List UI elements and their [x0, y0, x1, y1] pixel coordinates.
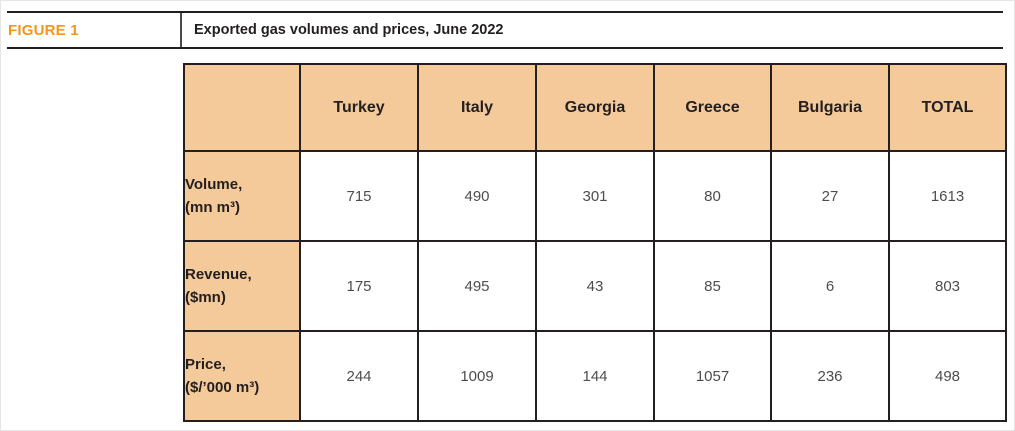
- row-label-revenue: Revenue, ($mn): [183, 240, 301, 332]
- cell-revenue-total: 803: [888, 240, 1007, 332]
- cell-price-turkey: 244: [299, 330, 419, 422]
- row-label-line2: (mn m³): [185, 199, 240, 216]
- column-header-bulgaria: Bulgaria: [770, 63, 890, 152]
- column-header-turkey: Turkey: [299, 63, 419, 152]
- row-label-line1: Price,: [185, 356, 226, 373]
- column-header-total: TOTAL: [888, 63, 1007, 152]
- row-label-line1: Revenue,: [185, 266, 252, 283]
- column-header-greece: Greece: [653, 63, 772, 152]
- cell-volume-bulgaria: 27: [770, 150, 890, 242]
- row-label-price: Price, ($/’000 m³): [183, 330, 301, 422]
- column-header-italy: Italy: [417, 63, 537, 152]
- figure-label-cell: FIGURE 1: [7, 13, 180, 47]
- corner-cell: [183, 63, 301, 152]
- column-header-georgia: Georgia: [535, 63, 655, 152]
- cell-price-greece: 1057: [653, 330, 772, 422]
- cell-revenue-italy: 495: [417, 240, 537, 332]
- data-table: Turkey Italy Georgia Greece Bulgaria TOT…: [183, 63, 1007, 422]
- table-row-price: Price, ($/’000 m³) 244 1009 144 1057 236…: [183, 330, 1007, 422]
- cell-volume-italy: 490: [417, 150, 537, 242]
- row-label-line2: ($/’000 m³): [185, 379, 260, 396]
- cell-revenue-turkey: 175: [299, 240, 419, 332]
- figure-title: Exported gas volumes and prices, June 20…: [194, 22, 504, 38]
- cell-revenue-bulgaria: 6: [770, 240, 890, 332]
- figure-title-cell: Exported gas volumes and prices, June 20…: [182, 13, 1003, 47]
- table-row-volume: Volume, (mn m³) 715 490 301 80 27 1613: [183, 150, 1007, 242]
- row-label-line2: ($mn): [185, 289, 226, 306]
- table-header-row: Turkey Italy Georgia Greece Bulgaria TOT…: [183, 63, 1007, 152]
- figure-header: FIGURE 1 Exported gas volumes and prices…: [7, 11, 1003, 49]
- row-label-volume: Volume, (mn m³): [183, 150, 301, 242]
- cell-revenue-georgia: 43: [535, 240, 655, 332]
- cell-price-bulgaria: 236: [770, 330, 890, 422]
- cell-volume-turkey: 715: [299, 150, 419, 242]
- header-divider: [180, 13, 182, 47]
- table-row-revenue: Revenue, ($mn) 175 495 43 85 6 803: [183, 240, 1007, 332]
- cell-revenue-greece: 85: [653, 240, 772, 332]
- figure-label: FIGURE 1: [8, 21, 79, 39]
- cell-price-italy: 1009: [417, 330, 537, 422]
- cell-price-total: 498: [888, 330, 1007, 422]
- cell-volume-georgia: 301: [535, 150, 655, 242]
- row-label-line1: Volume,: [185, 176, 243, 193]
- cell-volume-total: 1613: [888, 150, 1007, 242]
- cell-price-georgia: 144: [535, 330, 655, 422]
- cell-volume-greece: 80: [653, 150, 772, 242]
